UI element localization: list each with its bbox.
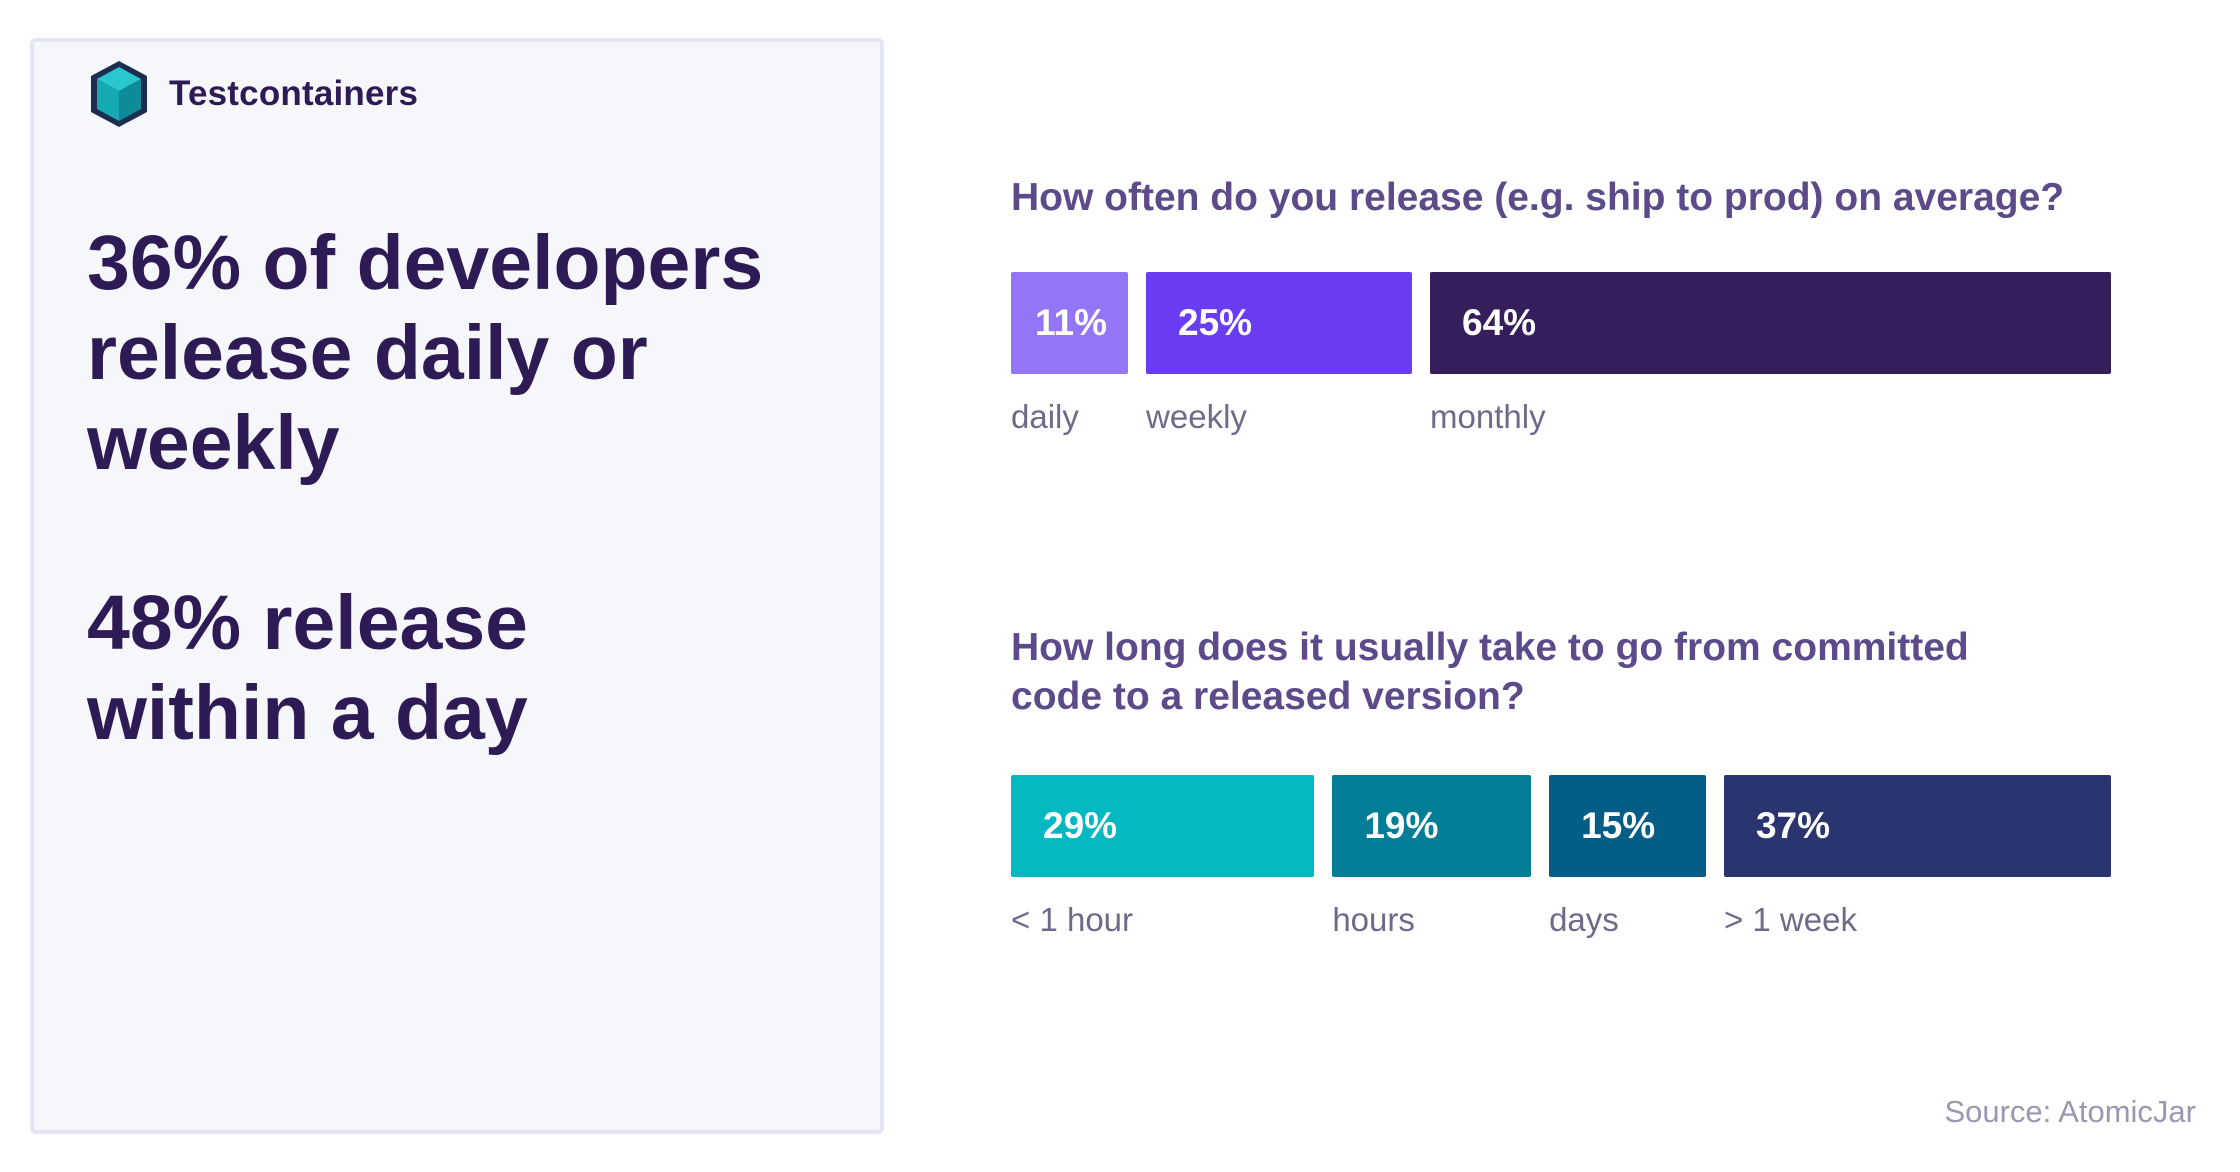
chart-2-title-line-1: How long does it usually take to go from… bbox=[1011, 626, 1969, 669]
bar-gt-1-week-value: 37% bbox=[1755, 805, 1831, 846]
bar-lt-1-hour-value: 29% bbox=[1043, 805, 1118, 846]
label-weekly: weekly bbox=[1146, 398, 1247, 435]
chart-2-title-line-2: code to a released version? bbox=[1011, 675, 1525, 718]
bar-lt-1-hour: 29% bbox=[1011, 775, 1315, 877]
headline-2-line-1: 48% release bbox=[87, 580, 528, 666]
headline-1-line-1: 36% of developers bbox=[87, 220, 764, 306]
bar-monthly-value: 64% bbox=[1462, 302, 1537, 343]
bar-days-value: 15% bbox=[1581, 805, 1656, 846]
headline-2-line-2: within a day bbox=[87, 670, 528, 756]
bar-hours-value: 19% bbox=[1364, 805, 1439, 846]
headline-1-line-2: release daily or bbox=[87, 310, 648, 396]
brand: Testcontainers bbox=[87, 58, 418, 130]
cube-logo-icon bbox=[91, 61, 147, 127]
bar-gt-1-week: 37% bbox=[1723, 775, 2111, 877]
bar-weekly: 25% bbox=[1146, 272, 1413, 374]
bar-days: 15% bbox=[1549, 775, 1706, 877]
summary-card bbox=[30, 38, 884, 1134]
label-hours: hours bbox=[1332, 901, 1415, 938]
bar-hours: 19% bbox=[1332, 775, 1532, 877]
label-monthly: monthly bbox=[1430, 398, 1546, 435]
headline-release-frequency: 36% of developers release daily or weekl… bbox=[87, 218, 827, 488]
headline-release-speed: 48% release within a day bbox=[87, 578, 827, 758]
bar-daily-value: 11% bbox=[1035, 302, 1108, 343]
brand-name: Testcontainers bbox=[169, 74, 419, 113]
chart-1-title: How often do you release (e.g. ship to p… bbox=[1011, 176, 2065, 219]
chart-2-title: How long does it usually take to go from… bbox=[1011, 623, 2131, 721]
source-note: Source: AtomicJar bbox=[1944, 1094, 2196, 1129]
bar-daily: 11% bbox=[1011, 272, 1129, 374]
label-gt-1-week: > 1 week bbox=[1723, 901, 1857, 938]
label-daily: daily bbox=[1011, 398, 1079, 435]
bar-monthly: 64% bbox=[1430, 272, 2111, 374]
label-days: days bbox=[1549, 901, 1619, 938]
label-lt-1-hour: < 1 hour bbox=[1011, 901, 1134, 938]
bar-weekly-value: 25% bbox=[1178, 302, 1253, 343]
headline-1-line-3: weekly bbox=[87, 400, 340, 486]
